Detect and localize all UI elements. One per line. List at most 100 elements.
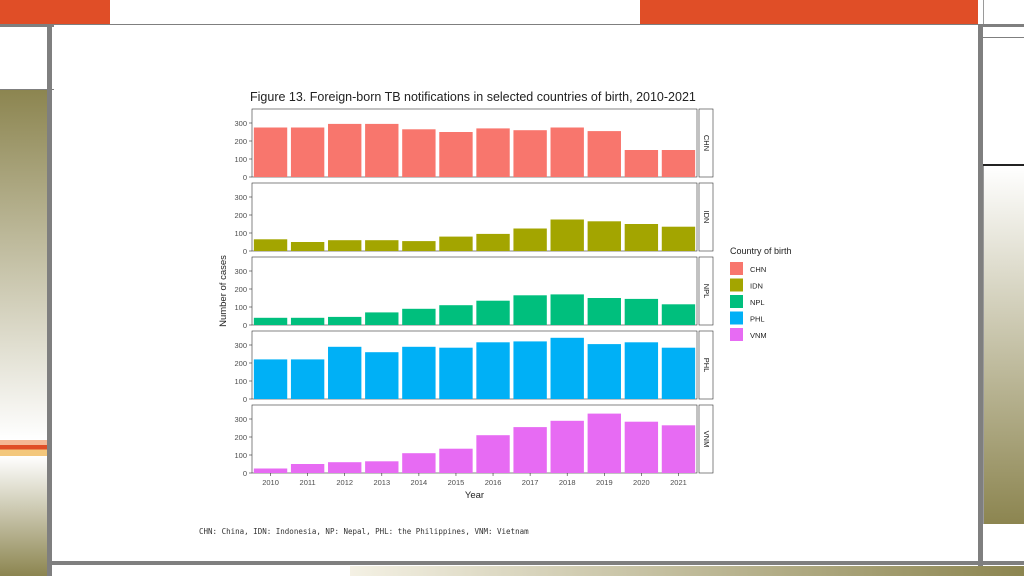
bar-chn-2016 bbox=[476, 128, 510, 177]
legend-key-vnm bbox=[730, 328, 743, 341]
y-tick-label: 0 bbox=[243, 469, 247, 478]
bar-chn-2013 bbox=[365, 123, 399, 177]
x-tick-label-2019: 2019 bbox=[596, 478, 613, 487]
left-orange-stripe bbox=[0, 440, 47, 456]
bar-chn-2010 bbox=[253, 127, 288, 177]
y-tick-label: 100 bbox=[234, 377, 247, 386]
bar-chn-2017 bbox=[513, 130, 547, 177]
bar-phl-2014 bbox=[402, 346, 436, 399]
bar-vnm-2010 bbox=[253, 468, 288, 473]
facet-label-vnm: VNM bbox=[702, 431, 711, 448]
y-tick-label: 0 bbox=[243, 173, 247, 182]
bar-phl-2011 bbox=[290, 359, 325, 399]
bar-chn-2014 bbox=[402, 129, 436, 177]
facet-strip-idn bbox=[698, 182, 714, 252]
y-tick-label: 0 bbox=[243, 321, 247, 330]
x-tick-label-2013: 2013 bbox=[373, 478, 390, 487]
y-tick-label: 200 bbox=[234, 433, 247, 442]
x-tick-label-2015: 2015 bbox=[448, 478, 465, 487]
top-orange-bar-left bbox=[0, 0, 110, 24]
bar-vnm-2020 bbox=[624, 421, 659, 473]
bar-idn-2017 bbox=[513, 228, 547, 251]
panel-npl bbox=[251, 256, 698, 326]
y-tick-label: 0 bbox=[243, 395, 247, 404]
bar-idn-2010 bbox=[253, 239, 288, 251]
legend-label-chn: CHN bbox=[750, 265, 766, 274]
x-axis-label: Year bbox=[465, 490, 484, 501]
panel-phl bbox=[251, 330, 698, 400]
facet-strip-chn bbox=[698, 108, 714, 178]
legend-key-chn bbox=[730, 262, 743, 275]
y-tick-label: 200 bbox=[234, 137, 247, 146]
top-orange-bar-right bbox=[640, 0, 978, 24]
x-tick-label-2014: 2014 bbox=[411, 478, 428, 487]
bar-npl-2018 bbox=[550, 294, 584, 325]
legend-label-vnm: VNM bbox=[750, 331, 767, 340]
y-tick-label: 300 bbox=[234, 415, 247, 424]
legend-label-npl: NPL bbox=[750, 298, 765, 307]
bar-npl-2021 bbox=[661, 304, 696, 325]
x-tick-label-2018: 2018 bbox=[559, 478, 576, 487]
bar-idn-2015 bbox=[439, 236, 473, 251]
legend-title: Country of birth bbox=[730, 246, 792, 256]
facet-strip-npl bbox=[698, 256, 714, 326]
bar-idn-2011 bbox=[290, 242, 325, 251]
y-tick-label: 300 bbox=[234, 267, 247, 276]
legend-key-idn bbox=[730, 278, 743, 292]
bar-phl-2013 bbox=[365, 352, 399, 399]
left-vertical-divider bbox=[47, 27, 52, 576]
y-tick-label: 100 bbox=[234, 229, 247, 238]
legend-key-phl bbox=[730, 311, 743, 325]
panel-chn bbox=[251, 108, 698, 178]
bar-npl-2015 bbox=[439, 305, 473, 325]
bar-vnm-2013 bbox=[365, 461, 399, 473]
x-tick-label-2010: 2010 bbox=[262, 478, 279, 487]
bar-vnm-2014 bbox=[402, 453, 436, 473]
left-white-box bbox=[0, 27, 47, 89]
x-tick-label-2020: 2020 bbox=[633, 478, 650, 487]
bar-phl-2020 bbox=[624, 342, 659, 399]
facet-strip-phl bbox=[698, 330, 714, 400]
x-tick-label-2021: 2021 bbox=[670, 478, 687, 487]
right-vertical-divider bbox=[978, 27, 983, 576]
panel-idn bbox=[251, 182, 698, 252]
bar-idn-2016 bbox=[476, 233, 510, 251]
bar-vnm-2019 bbox=[587, 413, 621, 473]
bar-vnm-2012 bbox=[328, 462, 362, 473]
y-axis-label: Number of cases bbox=[218, 255, 229, 327]
bar-npl-2014 bbox=[402, 308, 436, 325]
facet-label-idn: IDN bbox=[702, 211, 711, 224]
y-tick-label: 100 bbox=[234, 451, 247, 460]
legend-label-idn: IDN bbox=[750, 282, 763, 291]
bar-phl-2012 bbox=[328, 346, 362, 399]
top-right-box bbox=[983, 0, 1024, 24]
bar-npl-2017 bbox=[513, 295, 547, 325]
bar-idn-2021 bbox=[661, 226, 696, 251]
bar-idn-2014 bbox=[402, 241, 436, 251]
legend-label-phl: PHL bbox=[750, 315, 765, 324]
facet-strip-vnm bbox=[698, 404, 714, 474]
bar-vnm-2016 bbox=[476, 435, 510, 473]
bar-vnm-2011 bbox=[290, 464, 325, 473]
bottom-gradient-bar bbox=[350, 566, 1024, 576]
panel-vnm bbox=[251, 404, 698, 474]
tb-notifications-chart: Figure 13. Foreign-born TB notifications… bbox=[218, 90, 792, 501]
bar-vnm-2015 bbox=[439, 448, 473, 473]
y-tick-label: 200 bbox=[234, 359, 247, 368]
left-bottom-gradient bbox=[0, 456, 47, 576]
y-tick-label: 200 bbox=[234, 285, 247, 294]
bar-npl-2019 bbox=[587, 298, 621, 325]
bar-idn-2020 bbox=[624, 224, 659, 251]
bar-idn-2018 bbox=[550, 219, 584, 251]
bar-npl-2016 bbox=[476, 300, 510, 325]
bar-chn-2021 bbox=[661, 150, 696, 177]
bar-npl-2020 bbox=[624, 298, 659, 325]
bar-idn-2013 bbox=[365, 240, 399, 251]
x-tick-label-2017: 2017 bbox=[522, 478, 539, 487]
bar-phl-2019 bbox=[587, 344, 621, 399]
bar-phl-2010 bbox=[253, 359, 288, 399]
y-tick-label: 0 bbox=[243, 247, 247, 256]
bar-vnm-2018 bbox=[550, 420, 584, 473]
bar-chn-2015 bbox=[439, 132, 473, 177]
bar-chn-2018 bbox=[550, 127, 584, 177]
